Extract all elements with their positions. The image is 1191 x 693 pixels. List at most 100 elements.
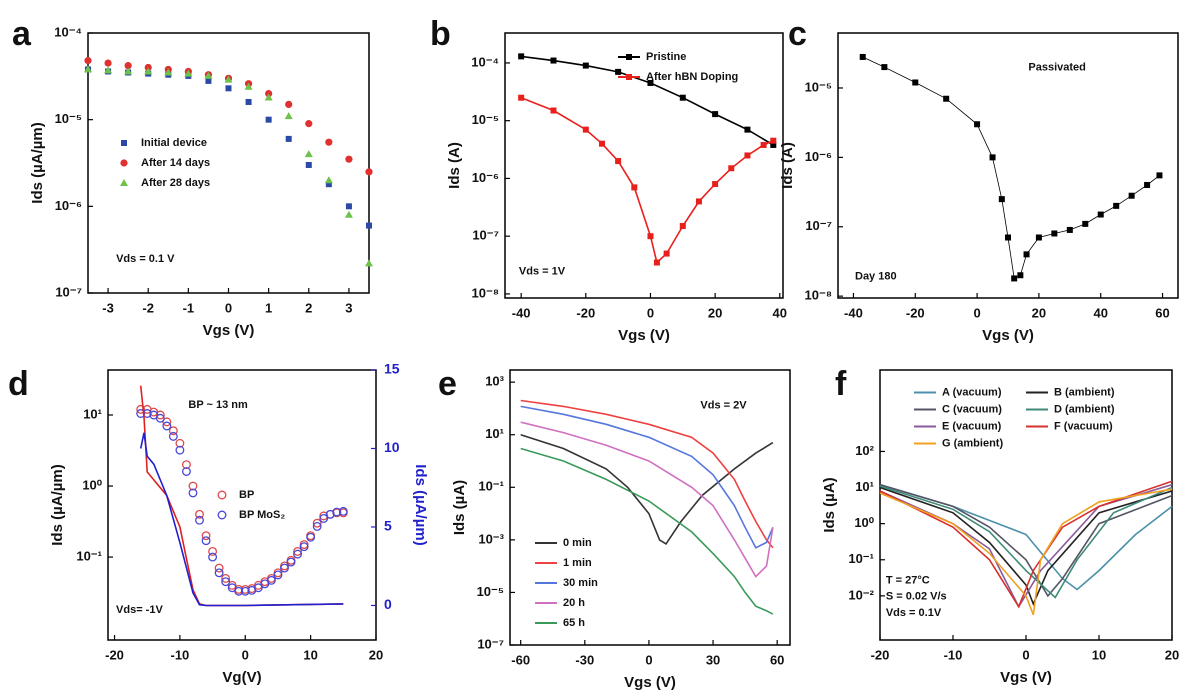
marker — [285, 100, 293, 109]
marker — [695, 198, 702, 205]
y2-tick-label: 10 — [384, 439, 400, 455]
legend-swatch — [626, 54, 632, 60]
y-tick-label: 10⁻¹ — [848, 551, 874, 566]
y-axis-title: Ids (A) — [779, 142, 796, 189]
marker — [299, 542, 309, 552]
x-tick-label: 40 — [773, 305, 787, 320]
marker — [1017, 272, 1024, 279]
marker — [1144, 181, 1151, 188]
legend-swatch — [120, 159, 128, 167]
marker — [312, 521, 322, 531]
marker — [338, 506, 348, 516]
x-tick-label: 20 — [1032, 305, 1046, 320]
panel-letter: e — [438, 365, 457, 403]
legend-label: B (ambient) — [1054, 386, 1115, 398]
y2-tick-label: 15 — [384, 361, 400, 377]
y2-tick-label: 0 — [384, 596, 392, 612]
series-line — [879, 485, 1173, 599]
marker — [84, 57, 92, 65]
x-axis-title: Vgs (V) — [624, 674, 676, 691]
marker — [770, 137, 777, 144]
legend-swatch — [120, 179, 128, 186]
legend-label: E (vacuum) — [942, 420, 1002, 432]
y-tick-label: 10⁻⁸ — [805, 288, 832, 303]
series-line — [879, 488, 1173, 616]
x-tick-label: 1 — [265, 300, 272, 315]
legend-label: BP MoS₂ — [239, 509, 285, 521]
marker — [205, 77, 212, 84]
legend-label: 20 h — [563, 597, 585, 609]
marker — [253, 580, 263, 590]
legend-label: After 14 days — [141, 157, 210, 169]
y-axis-title: Ids (A) — [446, 142, 463, 189]
x-tick-label: 20 — [369, 647, 383, 662]
marker — [615, 158, 622, 165]
marker — [266, 575, 276, 585]
marker — [175, 438, 185, 448]
legend-label: 65 h — [563, 617, 585, 629]
x-tick-label: -30 — [575, 652, 594, 667]
x-tick-label: 20 — [708, 305, 722, 320]
marker — [221, 574, 231, 583]
panel-letter: a — [12, 15, 32, 53]
plot-frame — [509, 369, 791, 646]
legend-swatch — [217, 510, 227, 520]
marker — [280, 563, 289, 573]
marker — [195, 509, 204, 519]
x-tick-label: -20 — [871, 647, 890, 662]
series-line — [879, 480, 1173, 609]
x-tick-label: 60 — [770, 652, 784, 667]
marker — [155, 413, 165, 423]
marker — [136, 409, 146, 418]
annotation: Vds = 1V — [519, 265, 566, 277]
marker — [162, 421, 172, 431]
x-tick-label: 0 — [225, 300, 232, 315]
marker — [663, 250, 670, 257]
marker — [1035, 234, 1042, 241]
x-tick-label: -40 — [844, 305, 863, 320]
marker — [325, 181, 332, 188]
marker — [214, 568, 224, 578]
marker — [325, 138, 333, 146]
marker — [245, 98, 252, 105]
x-tick-label: 10 — [1092, 647, 1106, 662]
marker — [225, 85, 232, 92]
plot-frame — [107, 369, 377, 641]
y-tick-label: 10⁻⁶ — [55, 198, 82, 213]
x-tick-label: 2 — [305, 300, 312, 315]
marker — [881, 64, 888, 71]
y-tick-label: 10⁻⁵ — [55, 111, 82, 126]
marker — [1023, 251, 1030, 258]
series-line — [520, 447, 774, 615]
marker — [155, 410, 165, 420]
marker — [305, 120, 313, 128]
plot-frame — [504, 32, 784, 299]
y-tick-label: 10¹ — [485, 426, 504, 441]
marker — [943, 95, 950, 102]
legend-label: After 28 days — [141, 177, 210, 189]
series-line — [520, 399, 774, 549]
legend-label: 1 min — [563, 557, 592, 569]
y-tick-label: 10¹ — [83, 406, 102, 421]
legend-label: Initial device — [141, 137, 207, 149]
marker — [518, 94, 525, 101]
y-tick-label: 10⁻⁷ — [477, 636, 504, 651]
marker — [181, 467, 191, 476]
x-axis-title: Vgs (V) — [618, 327, 670, 344]
x-tick-label: 40 — [1093, 305, 1107, 320]
y-axis-title: Ids (µA) — [821, 477, 838, 532]
y-tick-label: 10³ — [485, 374, 504, 389]
marker — [550, 57, 557, 64]
x-tick-label: -3 — [102, 300, 114, 315]
marker — [221, 577, 231, 587]
marker — [365, 168, 373, 176]
marker — [293, 549, 303, 559]
legend-label: A (vacuum) — [942, 386, 1002, 398]
marker — [136, 404, 146, 414]
marker — [201, 536, 211, 546]
marker — [647, 233, 654, 240]
series-line — [520, 96, 774, 265]
marker — [1113, 202, 1120, 209]
y-tick-label: 10⁻⁴ — [471, 54, 499, 69]
